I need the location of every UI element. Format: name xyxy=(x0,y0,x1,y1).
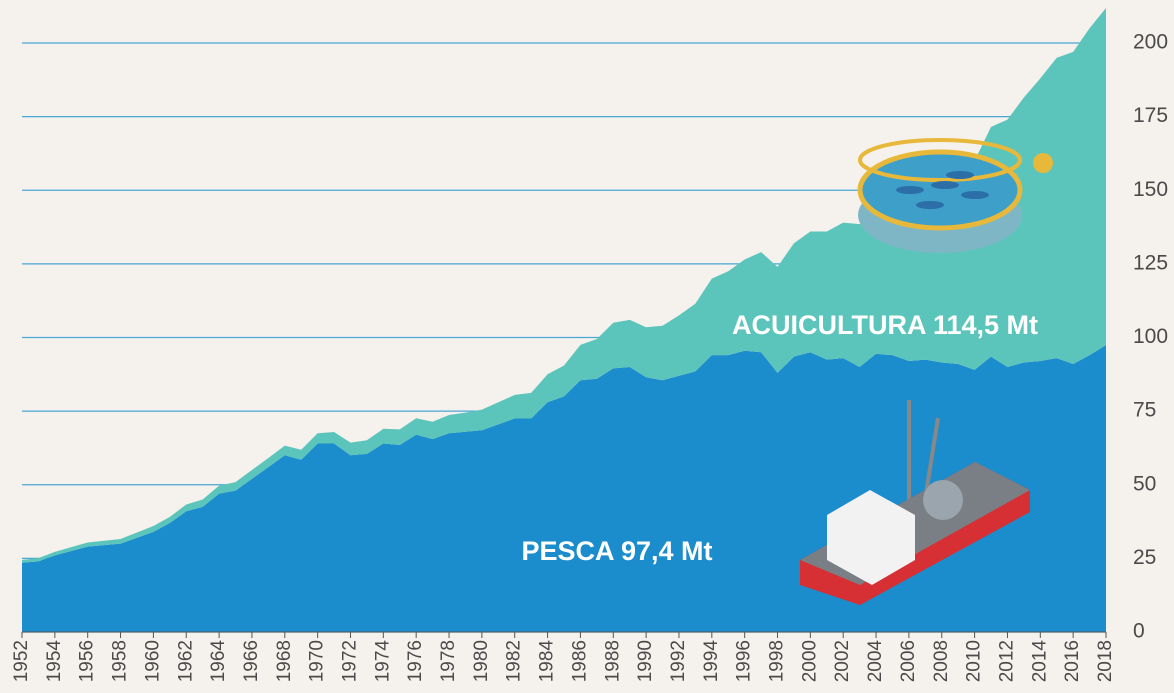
x-tick-label: 1964 xyxy=(208,640,229,683)
x-tick-label: 1986 xyxy=(569,640,590,682)
x-tick-label: 1956 xyxy=(77,640,98,682)
x-tick-label: 1960 xyxy=(142,640,163,682)
x-tick-label: 2006 xyxy=(898,640,919,682)
x-tick-label: 2010 xyxy=(964,640,985,682)
x-tick-label: 1974 xyxy=(372,640,393,683)
x-tick-label: 1958 xyxy=(110,640,131,682)
x-tick-label: 1970 xyxy=(307,640,328,682)
x-tick-label: 1972 xyxy=(340,640,361,682)
x-tick-label: 2002 xyxy=(832,640,853,682)
x-tick-label: 2004 xyxy=(865,640,886,683)
x-tick-label: 1984 xyxy=(537,640,558,683)
x-tick-label: 1994 xyxy=(701,640,722,683)
x-tick-label: 1990 xyxy=(635,640,656,682)
x-tick-label: 1954 xyxy=(44,640,65,683)
x-tick-label: 1966 xyxy=(241,640,262,682)
y-tick-label: 25 xyxy=(1133,546,1156,569)
y-tick-label: 125 xyxy=(1133,251,1168,274)
y-tick-label: 100 xyxy=(1133,325,1168,348)
x-tick-label: 1978 xyxy=(438,640,459,682)
y-tick-label: 200 xyxy=(1133,31,1168,54)
y-tick-label: 150 xyxy=(1133,178,1168,201)
x-tick-label: 1976 xyxy=(405,640,426,682)
x-tick-label: 1988 xyxy=(602,640,623,682)
x-tick-label: 2016 xyxy=(1062,640,1083,682)
x-tick-label: 1968 xyxy=(274,640,295,682)
x-tick-label: 2008 xyxy=(931,640,952,682)
x-tick-label: 2018 xyxy=(1095,640,1116,682)
x-tick-label: 1980 xyxy=(471,640,492,682)
x-tick-label: 2014 xyxy=(1029,640,1050,683)
annotation: PESCA 97,4 Mt xyxy=(521,536,712,566)
y-tick-label: 0 xyxy=(1133,620,1145,643)
fishing-boat-illustration xyxy=(800,400,1030,605)
y-tick-label: 50 xyxy=(1133,472,1156,495)
x-tick-label: 2000 xyxy=(799,640,820,682)
y-tick-label: 75 xyxy=(1133,399,1156,422)
x-tick-label: 1998 xyxy=(767,640,788,682)
x-tick-label: 1962 xyxy=(175,640,196,682)
annotation: ACUICULTURA 114,5 Mt xyxy=(732,310,1038,340)
x-tick-label: 1996 xyxy=(734,640,755,682)
y-tick-label: 175 xyxy=(1133,104,1168,127)
area xyxy=(22,7,1106,563)
x-tick-label: 1982 xyxy=(504,640,525,682)
x-tick-label: 2012 xyxy=(996,640,1017,682)
x-tick-label: 1952 xyxy=(11,640,32,682)
x-tick-label: 1992 xyxy=(668,640,689,682)
fish-cage-illustration xyxy=(857,138,1053,253)
